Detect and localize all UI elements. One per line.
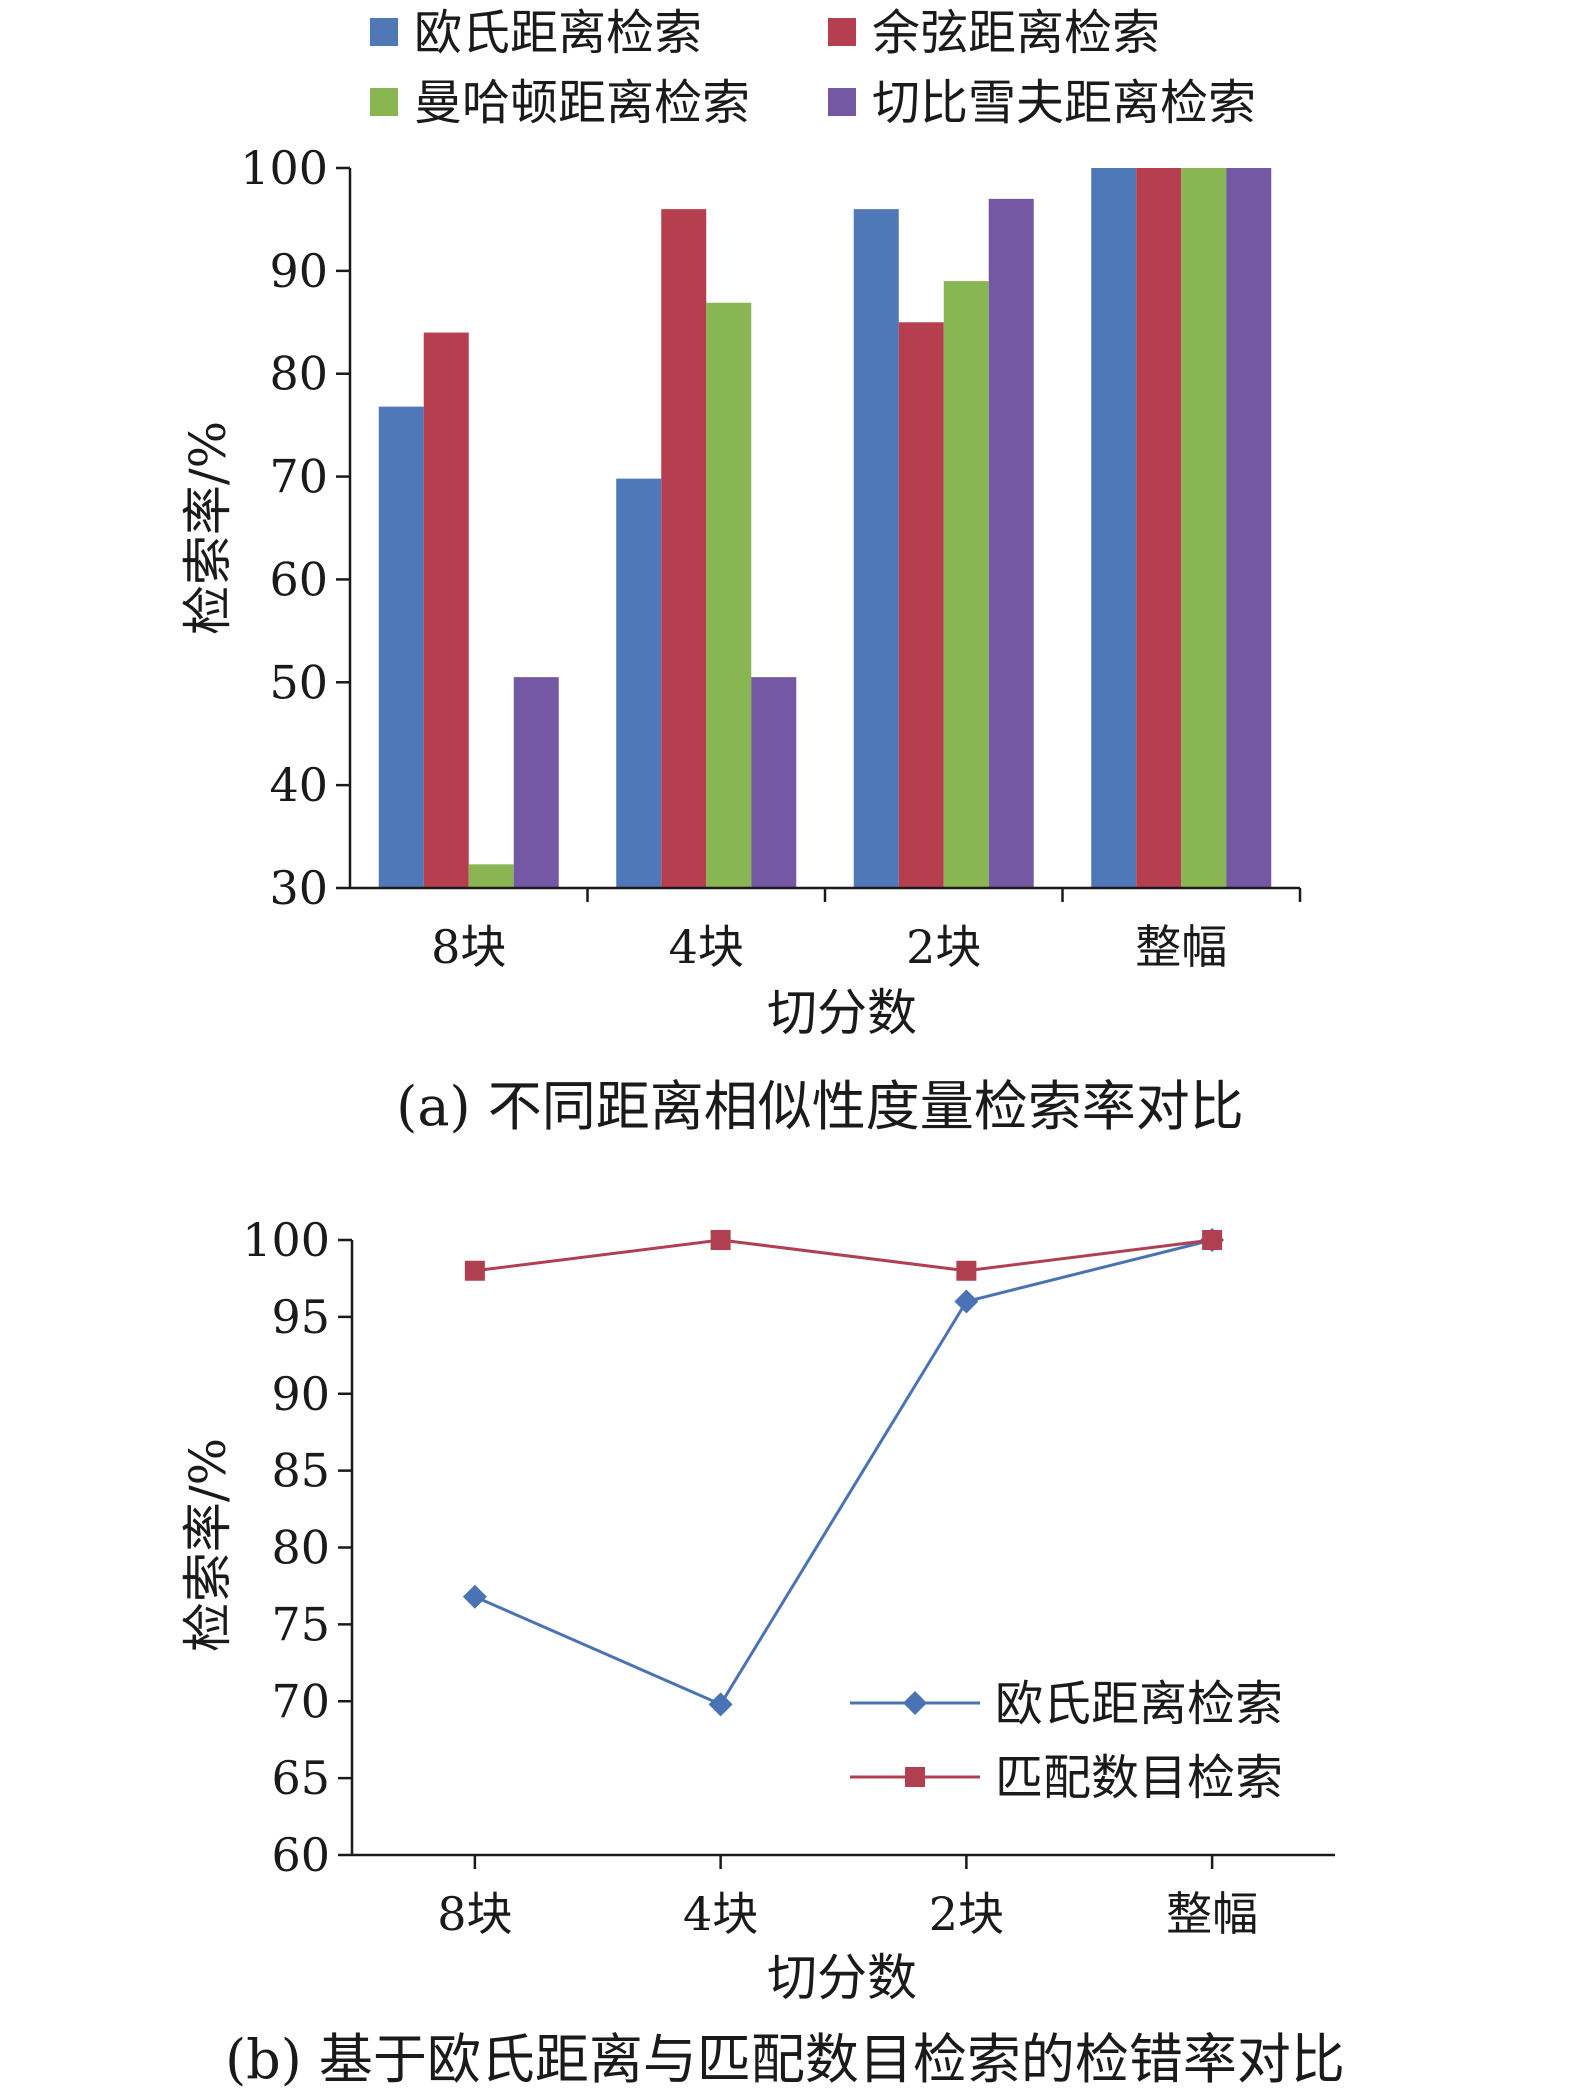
bar-y-tick-label: 50 bbox=[269, 655, 328, 709]
bar-chart-x-label: 切分数 bbox=[767, 984, 917, 1042]
bar bbox=[853, 209, 899, 889]
legend-label: 切比雪夫距离检索 bbox=[872, 75, 1256, 131]
legend-label: 欧氏距离检索 bbox=[414, 5, 702, 61]
bar bbox=[661, 209, 707, 889]
line-y-tick-label: 75 bbox=[271, 1597, 330, 1651]
bar bbox=[1136, 168, 1182, 888]
data-point bbox=[954, 1289, 979, 1314]
line-chart-panel: 60 65 70 75 80 85 90 95 100 8块 4块 2块 整幅 欧氏距离检索匹配数目检… bbox=[179, 1213, 1345, 2091]
data-point bbox=[956, 1260, 977, 1281]
legend-swatch bbox=[828, 88, 856, 116]
bar-y-tick-label: 40 bbox=[269, 758, 328, 812]
legend-label: 曼哈顿距离检索 bbox=[414, 75, 750, 131]
line-x-tick-label: 2块 bbox=[929, 1887, 1004, 1941]
line-y-tick-label: 95 bbox=[271, 1290, 330, 1344]
bar-chart-y-ticks: 30 40 50 60 70 80 90 100 bbox=[240, 141, 350, 915]
bar-y-tick-label: 90 bbox=[269, 244, 328, 298]
bar-x-tick-label: 2块 bbox=[906, 920, 981, 974]
line-chart-x-label: 切分数 bbox=[767, 1949, 917, 2007]
line-y-tick-label: 65 bbox=[271, 1751, 330, 1805]
line-chart-series bbox=[462, 1228, 1225, 1717]
bar-y-tick-label: 70 bbox=[269, 450, 328, 504]
legend-label: 余弦距离检索 bbox=[872, 5, 1160, 61]
bar bbox=[616, 478, 662, 888]
bar bbox=[988, 198, 1034, 888]
line-y-tick-label: 100 bbox=[242, 1213, 330, 1267]
bar-x-tick-label: 4块 bbox=[669, 920, 744, 974]
data-point bbox=[462, 1584, 487, 1609]
bar-chart-x-ticks: 8块 4块 2块 整幅 bbox=[431, 888, 1302, 974]
line-chart-x-ticks: 8块 4块 2块 整幅 bbox=[437, 1855, 1258, 1941]
line-chart-y-ticks: 60 65 70 75 80 85 90 95 100 bbox=[242, 1213, 352, 1882]
line-x-tick-label: 8块 bbox=[437, 1887, 512, 1941]
data-point bbox=[1202, 1230, 1223, 1250]
line-chart-caption: (b) 基于欧氏距离与匹配数目检索的检错率对比 bbox=[225, 2028, 1345, 2091]
bar bbox=[1091, 168, 1137, 888]
legend-swatch bbox=[828, 18, 856, 46]
bar bbox=[378, 406, 424, 888]
bar-chart-bars bbox=[378, 168, 1272, 889]
line-y-tick-label: 70 bbox=[271, 1674, 330, 1728]
bar-x-tick-label: 整幅 bbox=[1135, 920, 1227, 974]
bar-x-tick-label: 8块 bbox=[431, 920, 506, 974]
bar-y-tick-label: 60 bbox=[269, 552, 328, 606]
line-y-tick-label: 90 bbox=[271, 1367, 330, 1421]
bar bbox=[423, 332, 469, 889]
line-y-tick-label: 85 bbox=[271, 1444, 330, 1498]
line-y-tick-label: 60 bbox=[271, 1828, 330, 1882]
series-line bbox=[474, 1238, 1213, 1707]
data-point bbox=[708, 1692, 733, 1717]
bar bbox=[943, 281, 989, 889]
bar bbox=[751, 677, 797, 888]
series-line bbox=[474, 1238, 1213, 1273]
legend-swatch bbox=[370, 18, 398, 46]
legend-marker bbox=[905, 1767, 925, 1787]
line-x-tick-label: 整幅 bbox=[1166, 1887, 1258, 1941]
legend-label: 欧氏距离检索 bbox=[995, 1676, 1283, 1732]
bar-chart-y-label: 检索率/% bbox=[179, 421, 237, 635]
legend-swatch bbox=[370, 88, 398, 116]
bar-y-tick-label: 30 bbox=[269, 861, 328, 915]
bar bbox=[706, 302, 752, 888]
bar bbox=[1226, 168, 1272, 888]
bar bbox=[468, 864, 514, 888]
line-x-tick-label: 4块 bbox=[683, 1887, 758, 1941]
bar-y-tick-label: 80 bbox=[269, 347, 328, 401]
bar bbox=[1181, 168, 1227, 888]
bar bbox=[513, 677, 559, 888]
data-point bbox=[710, 1230, 731, 1250]
legend-label: 匹配数目检索 bbox=[995, 1750, 1283, 1806]
data-point bbox=[464, 1260, 485, 1281]
bar bbox=[898, 322, 944, 888]
line-y-tick-label: 80 bbox=[271, 1521, 330, 1575]
legend-marker bbox=[903, 1691, 927, 1715]
bar-chart-caption: (a) 不同距离相似性度量检索率对比 bbox=[396, 1075, 1244, 1138]
bar-y-tick-label: 100 bbox=[240, 141, 328, 195]
line-chart-y-label: 检索率/% bbox=[179, 1438, 237, 1652]
